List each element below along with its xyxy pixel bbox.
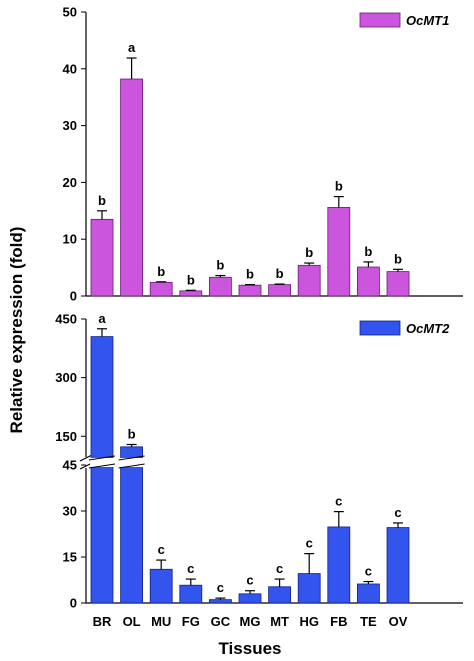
x-category-label: FG: [182, 614, 200, 629]
x-category-label: GC: [211, 614, 231, 629]
bottom-y-tick-label: 0: [70, 596, 77, 611]
top-legend: OcMT1: [359, 12, 449, 28]
bar-break-gap: [90, 458, 114, 467]
x-axis-title: Tissues: [218, 639, 281, 658]
x-category-label: OV: [389, 614, 408, 629]
top-significance-letter: b: [305, 245, 313, 260]
x-category-label: MG: [240, 614, 261, 629]
x-category-label: OL: [123, 614, 141, 629]
top-y-tick-label: 10: [63, 232, 77, 247]
bottom-y-tick-label: 45: [63, 458, 77, 473]
top-significance-letter: b: [216, 258, 224, 273]
bottom-bar: [149, 568, 173, 604]
top-bar: [268, 284, 292, 297]
bottom-significance-letter: a: [98, 311, 106, 326]
bottom-y-tick-label: 30: [63, 504, 77, 519]
axis-break-mark: [79, 454, 93, 462]
bar-break-mark: [88, 463, 116, 469]
bottom-bar: [120, 446, 143, 604]
bottom-y-tick-label: 450: [55, 312, 77, 327]
top-bar: [386, 271, 410, 297]
bar-break-mark: [88, 455, 116, 461]
bottom-bar: [386, 527, 410, 604]
bottom-significance-letter: c: [335, 494, 342, 509]
top-significance-letter: b: [98, 193, 106, 208]
top-bar: [90, 218, 114, 297]
bottom-legend: OcMT2: [359, 320, 450, 336]
bottom-y-tick-label: 15: [63, 550, 77, 565]
bottom-significance-letter: c: [187, 561, 194, 576]
top-legend-swatch: [359, 12, 401, 28]
bottom-panel: 0 15 30 45 150 300 450 a BR b OL c MU c FG c GC c MG c MT c HG…: [55, 311, 463, 629]
top-significance-letter: b: [364, 244, 372, 259]
bottom-bar: [268, 586, 292, 604]
top-significance-letter: b: [394, 251, 402, 266]
bottom-significance-letter: c: [217, 580, 224, 595]
top-bar: [238, 284, 262, 297]
top-significance-letter: a: [128, 40, 136, 55]
bottom-bar: [297, 573, 321, 604]
bar-break-mark: [118, 463, 145, 469]
top-y-tick-label: 50: [63, 5, 77, 20]
top-significance-letter: b: [246, 267, 254, 282]
top-bar: [327, 206, 351, 297]
bottom-significance-letter: b: [128, 426, 136, 441]
top-bar: [120, 78, 143, 297]
x-category-label: MT: [270, 614, 289, 629]
top-significance-letter: b: [335, 179, 343, 194]
top-bar: [356, 266, 380, 297]
bottom-bar: [179, 584, 203, 604]
bottom-significance-letter: c: [365, 564, 372, 579]
bar-break-mark: [118, 455, 145, 461]
top-bar: [208, 276, 232, 297]
top-y-tick-label: 20: [63, 175, 77, 190]
top-significance-letter: b: [276, 266, 284, 281]
top-y-tick-label: 30: [63, 118, 77, 133]
bottom-significance-letter: c: [306, 536, 313, 551]
bottom-bar: [238, 593, 262, 604]
bottom-bar: [356, 583, 380, 604]
bottom-bar: [327, 526, 351, 604]
top-y-tick-label: 0: [70, 289, 77, 304]
x-category-label: MU: [151, 614, 171, 629]
x-category-label: TE: [360, 614, 377, 629]
bottom-significance-letter: c: [394, 505, 401, 520]
top-significance-letter: b: [157, 264, 165, 279]
x-category-label: HG: [299, 614, 319, 629]
bottom-y-tick-label: 150: [55, 429, 77, 444]
top-bar: [297, 264, 321, 297]
top-significance-letter: b: [187, 272, 195, 287]
bottom-y-tick-label: 300: [55, 370, 77, 385]
x-category-label: FB: [330, 614, 347, 629]
bottom-significance-letter: c: [246, 573, 253, 588]
bottom-significance-letter: c: [158, 542, 165, 557]
bottom-bar: [208, 599, 232, 604]
bottom-significance-letter: c: [276, 561, 283, 576]
top-bar: [179, 290, 203, 297]
top-panel: 0 10 20 30 40 50 b a b b b b b b b b b OcMT1: [63, 5, 463, 304]
top-bar: [149, 281, 173, 297]
bottom-legend-label: OcMT2: [406, 321, 450, 336]
top-y-tick-label: 40: [63, 61, 77, 76]
bottom-bar: [90, 336, 114, 604]
bar-break-gap: [119, 458, 144, 467]
y-axis-title: Relative expression (fold): [7, 227, 26, 434]
top-legend-label: OcMT1: [406, 13, 449, 28]
x-category-label: BR: [93, 614, 112, 629]
bottom-legend-swatch: [359, 320, 401, 336]
